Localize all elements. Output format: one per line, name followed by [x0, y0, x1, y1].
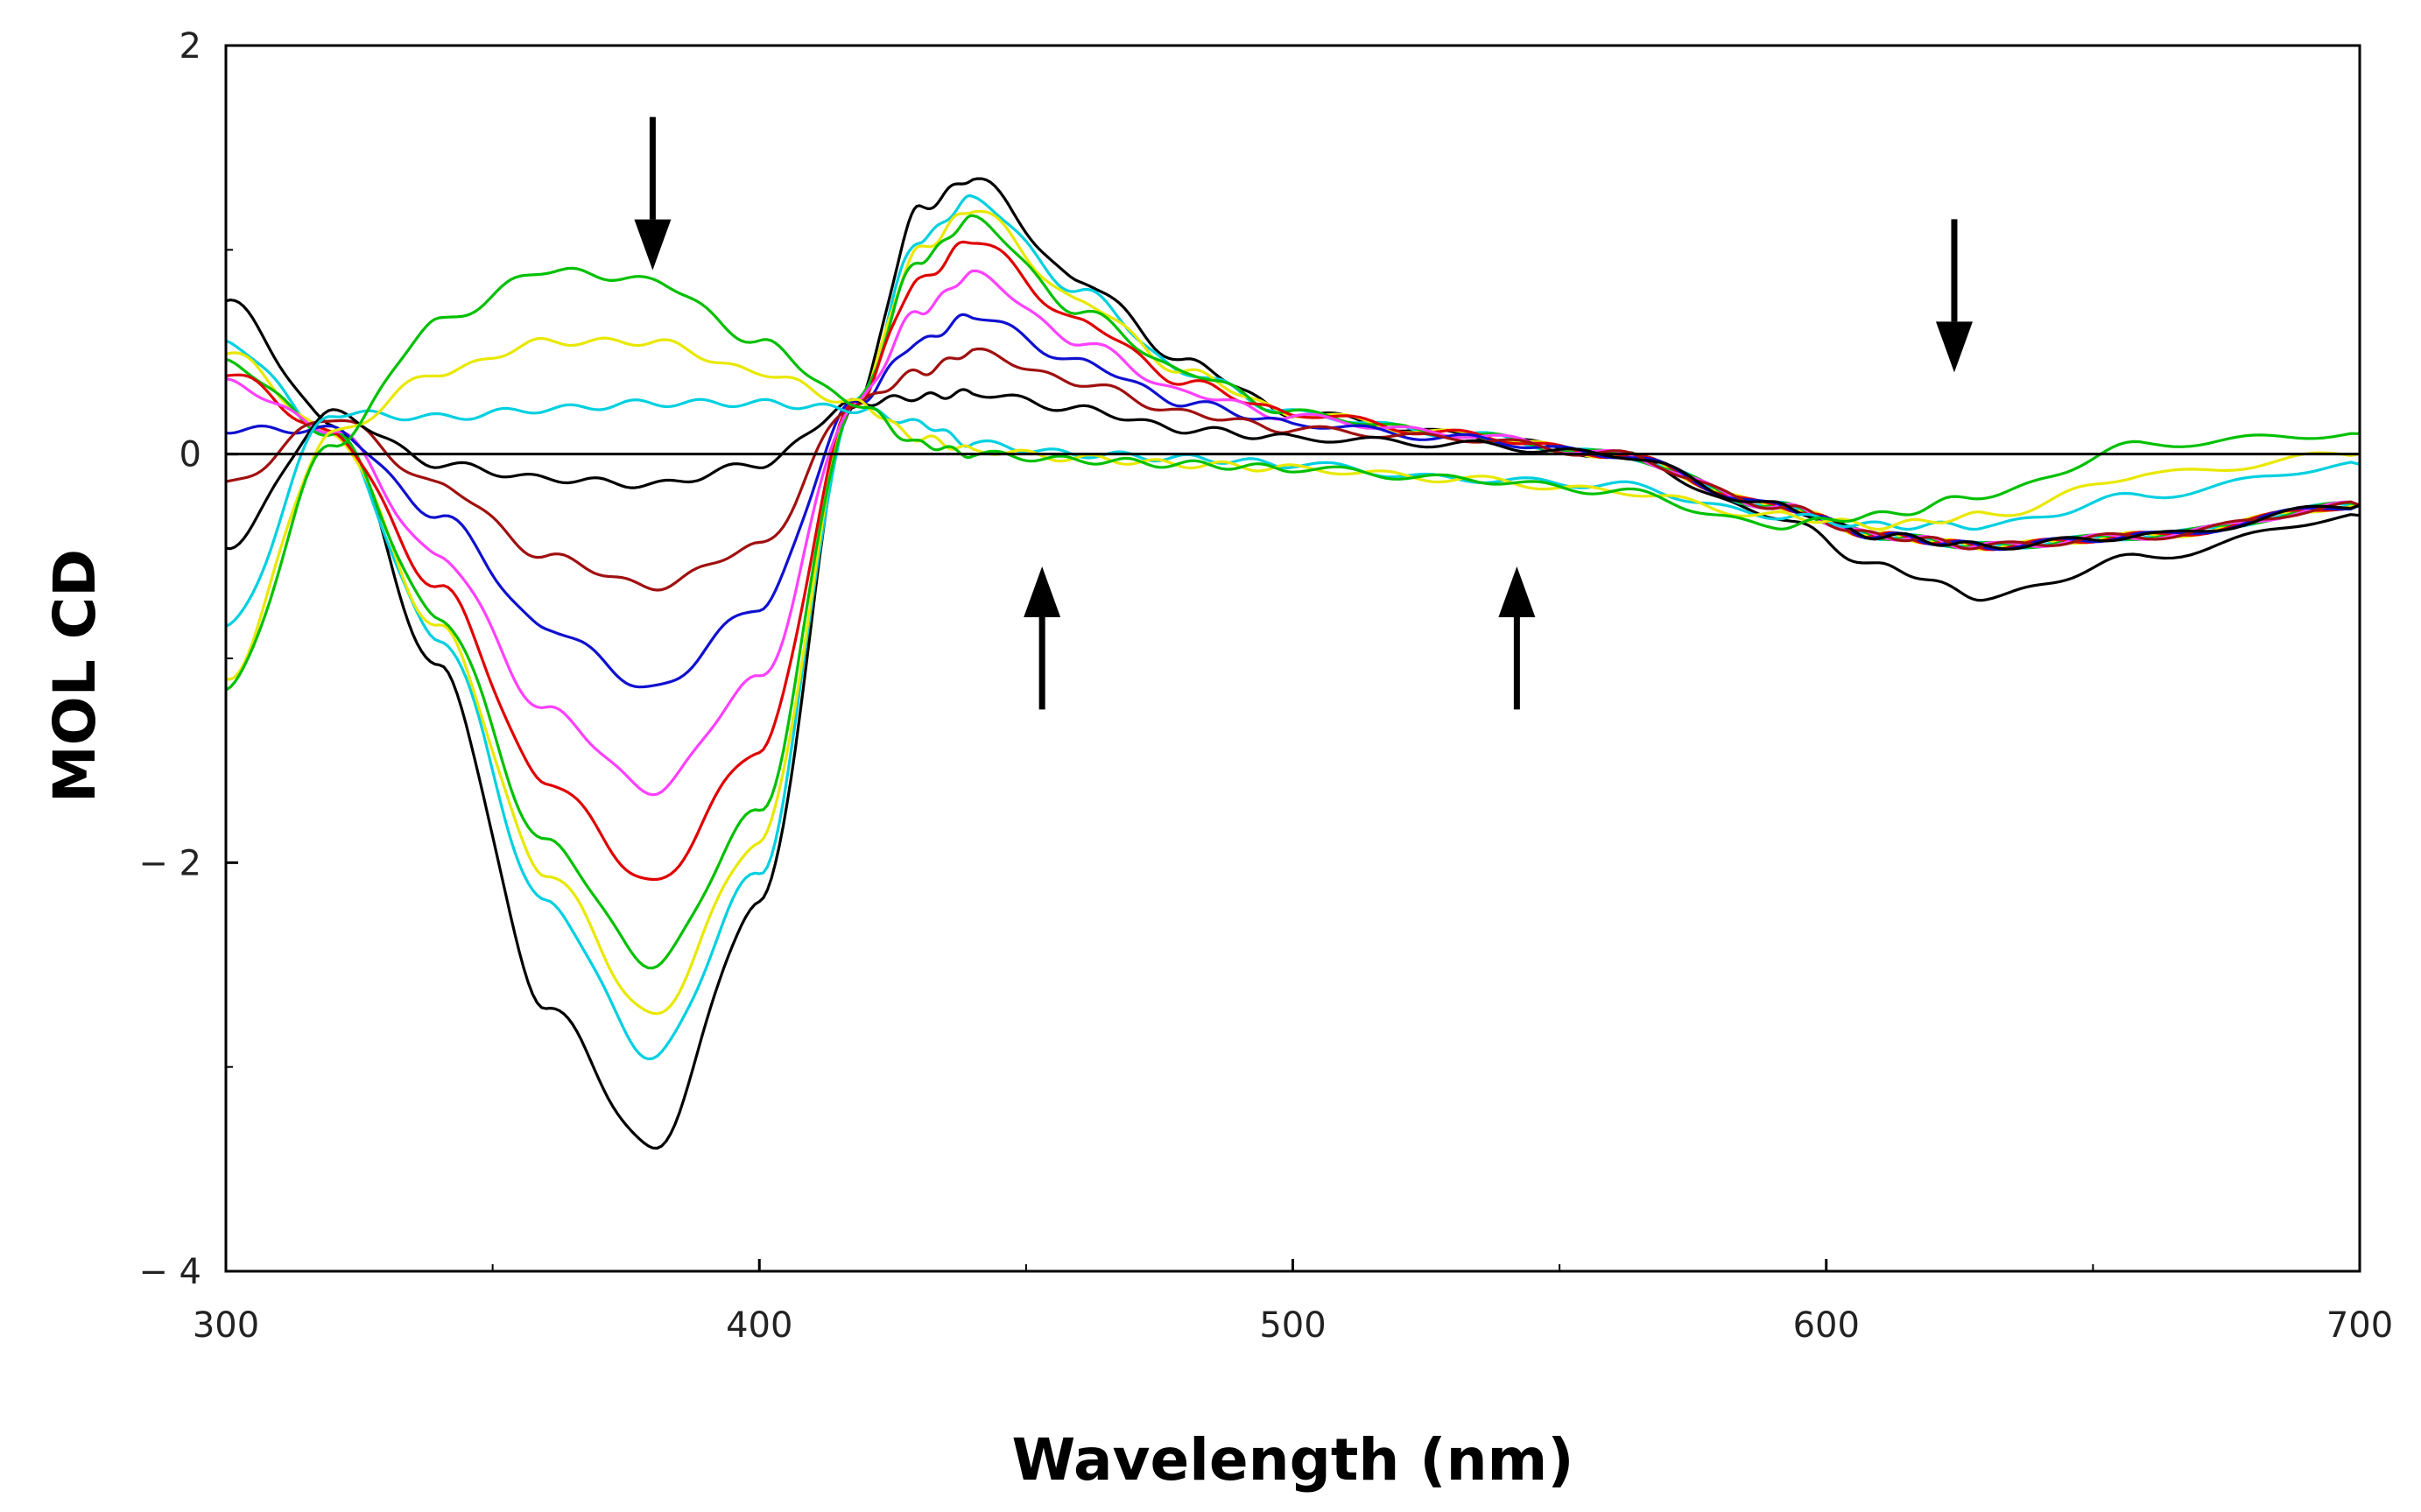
y-tick-label: 0 [179, 435, 201, 475]
series-line-green-2 [225, 266, 2361, 692]
annotation-arrows [634, 116, 1973, 710]
series-layer [225, 177, 2361, 1150]
y-axis-title: MOL CD [41, 549, 109, 803]
x-tick-label: 700 [2326, 1305, 2393, 1346]
series-line-dark-red [225, 347, 2361, 592]
x-tick-label: 500 [1259, 1305, 1326, 1346]
x-tick-label: 600 [1793, 1305, 1860, 1346]
arrow-down [634, 116, 672, 271]
x-tick-label: 400 [726, 1305, 792, 1346]
series-line-blue [225, 313, 2361, 689]
arrow-up [1498, 566, 1536, 710]
series-line-black-mid [225, 388, 2361, 551]
arrow-down [1935, 219, 1973, 373]
y-tick-label: 2 [179, 26, 201, 67]
x-tick-label: 300 [193, 1305, 259, 1346]
y-tick-label: − 2 [138, 843, 201, 883]
y-tick-label: − 4 [138, 1252, 201, 1292]
series-line-black-start [225, 177, 2361, 1150]
ticks-layer: 300 400 500 600 700 2 0 − 2 − 4 [138, 26, 2393, 1346]
arrow-up [1024, 566, 1061, 710]
x-axis-title: Wavelength (nm) [1012, 1426, 1574, 1494]
series-line-yellow-2 [225, 336, 2361, 681]
